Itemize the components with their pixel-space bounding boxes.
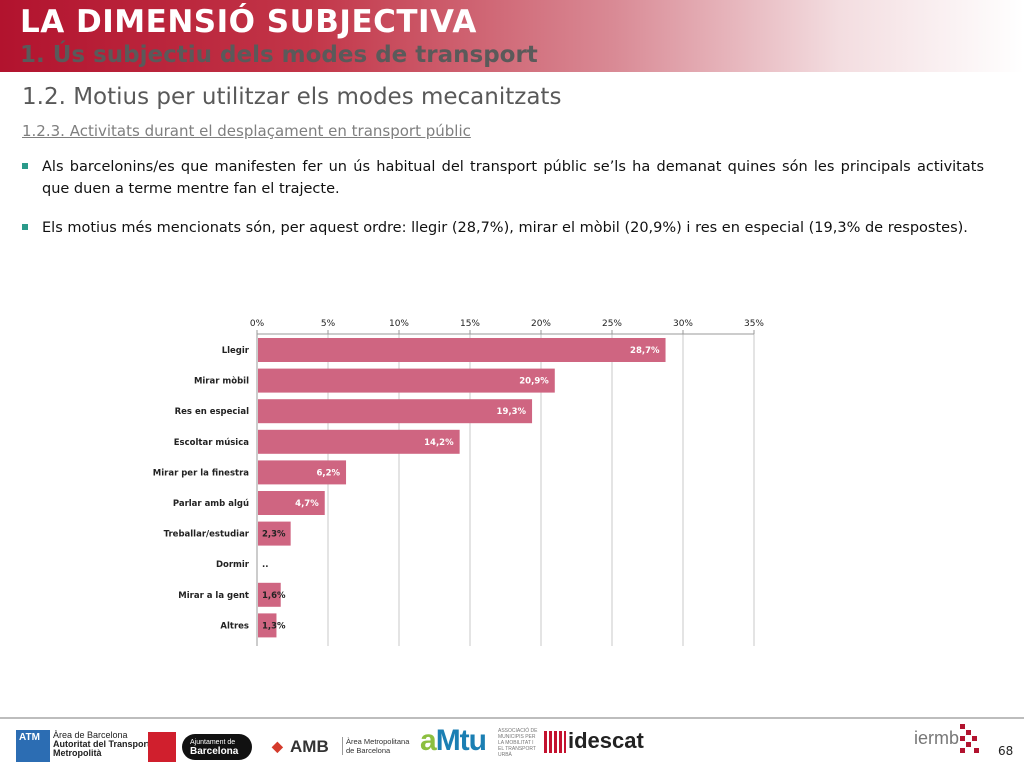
x-tick-label: 20% [531, 319, 551, 329]
amtu-logo-letter: a [420, 724, 437, 757]
bullet-item: Als barcelonins/es que manifesten fer un… [22, 156, 984, 200]
data-label: 1,3% [262, 621, 286, 631]
ajuntament-logo-text: Ajuntament de Barcelona [182, 734, 252, 760]
bar [258, 429, 460, 454]
bar [258, 613, 277, 638]
bullet-list: Als barcelonins/es que manifesten fer un… [22, 156, 984, 256]
x-tick-label: 15% [460, 319, 480, 329]
category-label: Parlar amb algú [173, 499, 249, 509]
bullet-item: Els motius més mencionats són, per aques… [22, 217, 984, 239]
idescat-symbol-icon [544, 731, 566, 753]
amtu-logo-text: ASSOCIACIÓ DE MUNICIPIS PER LA MOBILITAT… [498, 728, 538, 758]
iermb-square-icon [966, 730, 971, 735]
data-label: 20,9% [519, 377, 549, 387]
atm-logo-text: Àrea de Barcelona Autoritat del Transpor… [53, 731, 150, 758]
iermb-square-icon [974, 748, 979, 753]
data-label: 28,7% [630, 346, 660, 356]
amtu-logo-rest: Mtu [435, 724, 487, 757]
x-tick-label: 35% [744, 319, 764, 329]
category-label: Mirar per la finestra [153, 468, 249, 478]
data-label: 2,3% [262, 530, 286, 540]
bullet-marker-icon [22, 163, 28, 169]
amb-logo-line: Àrea Metropolitana [346, 737, 410, 746]
amb-logo-text: Àrea Metropolitana de Barcelona [342, 737, 409, 755]
ajuntament-logo-line: Ajuntament de [190, 739, 236, 746]
category-label: Dormir [216, 560, 250, 570]
idescat-logo: idescat [544, 728, 654, 758]
amtu-logo-name: aMtu [420, 724, 487, 758]
amb-logo: ◆ AMB Àrea Metropolitana de Barcelona [272, 736, 409, 760]
page-title: LA DIMENSIÓ SUBJECTIVA [20, 4, 477, 40]
data-label: .. [262, 560, 268, 570]
ajuntament-logo: Ajuntament de Barcelona [148, 732, 254, 762]
category-label: Escoltar música [174, 438, 250, 448]
category-label: Llegir [222, 346, 250, 356]
amtu-logo: aMtu ASSOCIACIÓ DE MUNICIPIS PER LA MOBI… [420, 724, 540, 762]
idescat-logo-name: idescat [568, 728, 644, 753]
data-label: 4,7% [295, 499, 319, 509]
x-tick-label: 10% [389, 319, 409, 329]
page-subtitle: 1. Ús subjectiu dels modes de transport [20, 42, 538, 68]
category-label: Mirar a la gent [178, 591, 249, 601]
bar [258, 399, 533, 424]
atm-logo-box: ATM [16, 730, 50, 762]
bar [258, 491, 325, 515]
iermb-square-icon [960, 736, 965, 741]
x-tick-label: 30% [673, 319, 693, 329]
data-label: 19,3% [497, 407, 527, 417]
data-label: 6,2% [316, 468, 340, 478]
bar [258, 338, 666, 362]
section-title: 1.2. Motius per utilitzar els modes meca… [22, 84, 562, 110]
iermb-square-icon [960, 748, 965, 753]
atm-logo-line: Autoritat del Transport [53, 739, 151, 749]
data-label: 1,6% [262, 591, 286, 601]
atm-logo-line: Metropolità [53, 748, 102, 758]
amb-symbol-icon: ◆ [272, 738, 283, 754]
bar-chart: 0% 5% 10% 15% 20% 25% 30% 35% Llegir 28,7% Mirar m… [153, 319, 764, 646]
category-label: Res en especial [175, 407, 249, 417]
iermb-logo-name: iermb [914, 728, 960, 748]
bar [258, 460, 347, 485]
amb-logo-line: de Barcelona [346, 746, 391, 755]
atm-logo: ATM Àrea de Barcelona Autoritat del Tran… [16, 730, 150, 764]
bar [258, 368, 555, 393]
header-band [0, 0, 1024, 72]
x-tick-label: 5% [321, 319, 336, 329]
bar [258, 582, 281, 607]
barcelona-shield-icon [148, 732, 176, 762]
footer-divider [0, 717, 1024, 719]
bullet-marker-icon [22, 224, 28, 230]
iermb-logo: iermb [914, 724, 984, 758]
bullet-text: Als barcelonins/es que manifesten fer un… [42, 159, 984, 197]
category-label: Treballar/estudiar [164, 530, 250, 540]
category-label: Altres [220, 621, 249, 631]
x-tick-label: 0% [250, 319, 265, 329]
atm-logo-line: Àrea de Barcelona [53, 730, 128, 740]
category-label: Mirar mòbil [194, 376, 249, 387]
bullet-text: Els motius més mencionats són, per aques… [42, 220, 968, 236]
iermb-square-icon [972, 736, 977, 741]
bar [258, 521, 291, 546]
iermb-square-icon [966, 742, 971, 747]
data-label: 14,2% [424, 438, 454, 448]
iermb-square-icon [960, 724, 965, 729]
ajuntament-logo-line: Barcelona [190, 746, 239, 757]
amb-logo-name: AMB [290, 737, 329, 756]
page-number: 68 [998, 744, 1014, 758]
x-tick-label: 25% [602, 319, 622, 329]
subsection-title: 1.2.3. Activitats durant el desplaçament… [22, 122, 471, 140]
